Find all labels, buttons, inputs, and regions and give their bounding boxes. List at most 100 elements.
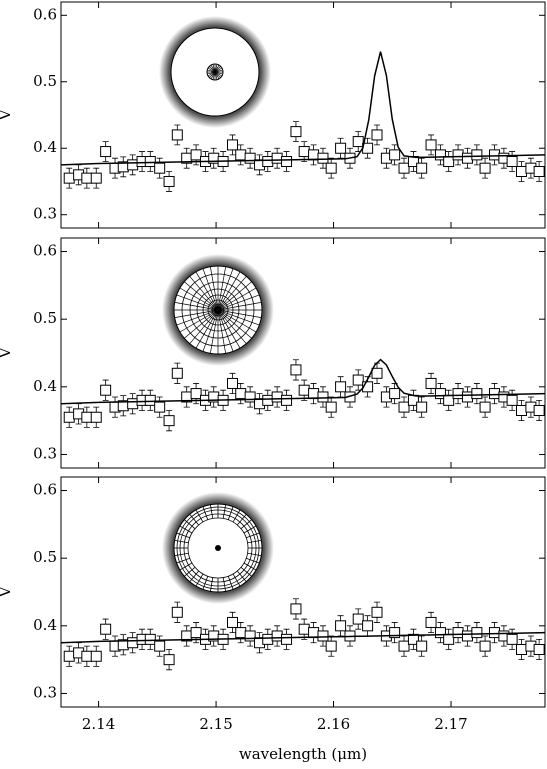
x-axis-label: wavelength (μm) — [239, 745, 367, 763]
model-icon — [159, 16, 271, 128]
data-point — [127, 159, 139, 171]
data-point — [488, 388, 500, 400]
data-point — [63, 172, 75, 184]
icon-spoke — [174, 539, 189, 544]
data-point — [389, 388, 401, 400]
data-point — [443, 633, 455, 645]
plot-frame — [60, 476, 546, 708]
data-point — [533, 166, 545, 177]
data-point — [81, 411, 93, 423]
data-point — [308, 149, 320, 161]
data-point — [434, 388, 446, 400]
data-point — [190, 149, 202, 161]
icon-spoke — [232, 509, 241, 523]
data-point — [227, 139, 239, 151]
data-point — [100, 623, 112, 635]
icon-spoke — [227, 576, 234, 590]
data-point — [471, 388, 483, 400]
data-point — [63, 650, 75, 662]
y-tick-label: 0.3 — [33, 444, 57, 462]
icon-ring — [179, 509, 257, 587]
data-point — [479, 162, 491, 174]
data-point — [335, 620, 347, 632]
data-point — [244, 391, 256, 403]
icon-spoke — [189, 514, 200, 526]
data-point — [235, 149, 247, 161]
data-point — [163, 175, 175, 187]
data-point — [362, 381, 374, 393]
icon-spoke — [243, 562, 257, 571]
icon-spoke — [222, 504, 227, 519]
data-point — [506, 633, 518, 645]
icon-spoke — [243, 525, 257, 534]
data-point — [416, 640, 428, 652]
data-point — [154, 640, 166, 652]
data-point — [488, 149, 500, 161]
model-line — [60, 358, 546, 405]
plot-frame — [60, 237, 546, 469]
icon-spoke — [195, 509, 204, 523]
data-point — [227, 616, 239, 628]
data-point — [262, 394, 274, 406]
data-point — [81, 172, 93, 184]
data-point — [90, 172, 102, 184]
icon-spoke — [207, 69, 223, 75]
data-point — [352, 374, 364, 386]
y-tick-label: 0.4 — [33, 138, 57, 156]
data-point — [308, 627, 320, 639]
x-tick-label: 2.16 — [317, 715, 350, 733]
data-point — [479, 401, 491, 413]
data-point — [154, 162, 166, 174]
data-point — [533, 644, 545, 655]
icon-core — [206, 63, 224, 81]
icon-spoke — [189, 570, 200, 582]
model-icon — [162, 254, 274, 366]
y-axis-label: V — [0, 585, 14, 598]
data-point — [271, 630, 283, 642]
data-point — [271, 152, 283, 164]
data-point — [471, 627, 483, 639]
icon-ring — [189, 281, 247, 339]
data-point — [389, 149, 401, 161]
data-point — [190, 627, 202, 639]
icon-core — [215, 545, 221, 551]
data-point — [506, 156, 518, 168]
icon-spoke — [222, 577, 227, 592]
icon-spoke — [176, 532, 190, 539]
data-point — [308, 388, 320, 400]
data-point — [416, 401, 428, 413]
data-point — [144, 633, 156, 645]
data-point — [488, 627, 500, 639]
data-point — [127, 637, 139, 649]
icon-spoke — [240, 519, 252, 530]
data-point — [371, 367, 383, 379]
data-point — [190, 388, 202, 400]
icon-core — [214, 306, 222, 314]
data-point — [533, 405, 545, 416]
data-point — [516, 405, 528, 416]
data-point — [90, 411, 102, 423]
data-point — [281, 156, 293, 168]
y-tick-label: 0.4 — [33, 377, 57, 395]
icon-spoke — [195, 573, 204, 587]
data-point — [171, 129, 183, 141]
icon-ring — [183, 513, 253, 583]
data-point — [63, 411, 75, 423]
icon-spoke — [209, 504, 214, 519]
data-point — [516, 166, 528, 177]
icon-spoke — [246, 532, 260, 539]
x-tick-label: 2.15 — [199, 715, 232, 733]
data-point — [317, 391, 329, 403]
data-point — [144, 394, 156, 406]
data-point — [371, 606, 383, 618]
y-tick-label: 0.4 — [33, 616, 57, 634]
data-point — [425, 139, 437, 151]
data-point — [144, 156, 156, 168]
icon-spoke — [184, 566, 196, 577]
icon-spoke — [179, 525, 193, 534]
data-point — [81, 650, 93, 662]
icon-spoke — [202, 576, 209, 590]
icon-spoke — [174, 552, 189, 557]
data-point — [235, 627, 247, 639]
data-point — [325, 162, 337, 174]
